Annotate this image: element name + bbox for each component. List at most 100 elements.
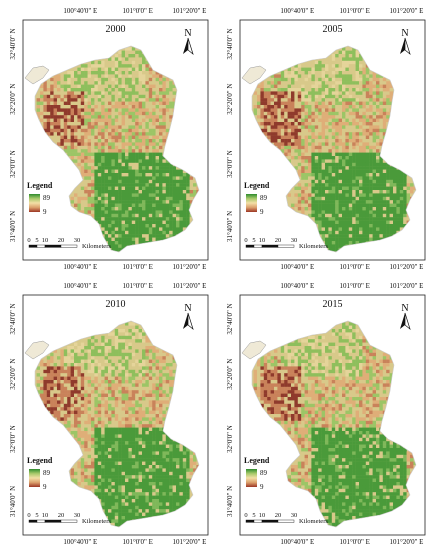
top-longitude-label: 100°40'0" E bbox=[280, 7, 314, 15]
scale-tick-label: 30 bbox=[74, 512, 81, 519]
right-latitude-label: 32°0'0" N bbox=[431, 150, 433, 178]
bottom-longitude-label: 101°20'0" E bbox=[390, 538, 424, 546]
bottom-longitude-label: 101°20'0" E bbox=[173, 263, 207, 271]
scale-unit-label: Kilometers bbox=[82, 243, 111, 250]
right-latitude-label: 32°20'0" N bbox=[214, 84, 216, 115]
right-latitude-label: 31°40'0" N bbox=[214, 211, 216, 242]
top-longitude-label: 101°20'0" E bbox=[173, 282, 207, 290]
map-panel-2000: 100°40'0" E 101°0'0" E 101°20'0" E 100°40'0… bbox=[0, 0, 216, 275]
vegetation-raster bbox=[35, 321, 199, 527]
scale-tick-label: 20 bbox=[58, 237, 65, 244]
left-latitude-label: 32°40'0" N bbox=[9, 303, 17, 334]
region-boundary bbox=[251, 320, 417, 528]
islet-shape bbox=[241, 65, 267, 85]
scale-tick-label: 10 bbox=[259, 237, 266, 244]
legend-max-label: 89 bbox=[43, 469, 51, 477]
bottom-longitude-label: 101°20'0" E bbox=[173, 538, 207, 546]
scale-tick-label: 30 bbox=[291, 512, 298, 519]
right-latitude-label: 32°40'0" N bbox=[431, 303, 433, 334]
scale-tick-label: 10 bbox=[42, 237, 49, 244]
bottom-longitude-label: 101°0'0" E bbox=[122, 263, 152, 271]
region-boundary bbox=[34, 45, 200, 253]
right-latitude-label: 31°40'0" N bbox=[431, 486, 433, 517]
left-latitude-label: 32°0'0" N bbox=[9, 150, 17, 178]
left-latitude-label: 32°20'0" N bbox=[226, 84, 234, 115]
left-latitude-label: 31°40'0" N bbox=[9, 486, 17, 517]
legend-title: Legend bbox=[27, 181, 53, 190]
left-latitude-label: 32°40'0" N bbox=[226, 303, 234, 334]
left-latitude-label: 32°0'0" N bbox=[226, 150, 234, 178]
left-latitude-label: 32°0'0" N bbox=[9, 425, 17, 453]
north-arrow-icon bbox=[400, 312, 411, 330]
legend-max-label: 89 bbox=[43, 194, 51, 202]
left-latitude-label: 32°40'0" N bbox=[226, 28, 234, 59]
left-latitude-label: 32°20'0" N bbox=[226, 359, 234, 390]
right-latitude-label: 32°0'0" N bbox=[214, 150, 216, 178]
right-latitude-label: 32°20'0" N bbox=[431, 84, 433, 115]
region-boundary bbox=[34, 320, 200, 528]
map-panel-2015: 100°40'0" E 101°0'0" E 101°20'0" E 100°40'0… bbox=[217, 275, 433, 550]
scale-tick-label: 0 bbox=[244, 512, 247, 519]
right-latitude-label: 31°40'0" N bbox=[214, 486, 216, 517]
vegetation-raster bbox=[252, 46, 416, 252]
right-latitude-label: 32°40'0" N bbox=[214, 28, 216, 59]
legend-max-label: 89 bbox=[260, 469, 268, 477]
north-label: N bbox=[401, 28, 408, 39]
legend: Legend 89 9 bbox=[244, 181, 270, 216]
scale-tick-label: 30 bbox=[291, 237, 298, 244]
legend-color-ramp bbox=[29, 469, 40, 487]
north-label: N bbox=[184, 28, 191, 39]
top-longitude-label: 101°0'0" E bbox=[122, 7, 152, 15]
top-longitude-label: 101°20'0" E bbox=[390, 7, 424, 15]
legend-title: Legend bbox=[244, 456, 270, 465]
right-latitude-label: 32°0'0" N bbox=[214, 425, 216, 453]
north-arrow-icon bbox=[400, 37, 411, 55]
panel-year-title: 2010 bbox=[106, 299, 126, 310]
legend-min-label: 9 bbox=[260, 208, 264, 216]
legend: Legend 89 9 bbox=[244, 456, 270, 491]
scale-tick-label: 10 bbox=[42, 512, 49, 519]
scale-tick-label: 5 bbox=[35, 512, 38, 519]
top-longitude-label: 101°0'0" E bbox=[339, 7, 369, 15]
right-latitude-label: 32°20'0" N bbox=[431, 359, 433, 390]
top-longitude-label: 101°20'0" E bbox=[390, 282, 424, 290]
scale-tick-label: 20 bbox=[58, 512, 65, 519]
bottom-longitude-label: 101°0'0" E bbox=[339, 538, 369, 546]
top-longitude-label: 101°0'0" E bbox=[122, 282, 152, 290]
scale-tick-label: 5 bbox=[35, 237, 38, 244]
panel-year-title: 2000 bbox=[106, 24, 126, 35]
vegetation-raster bbox=[35, 46, 199, 252]
bottom-longitude-label: 100°40'0" E bbox=[63, 263, 97, 271]
vegetation-raster bbox=[252, 321, 416, 527]
bottom-longitude-label: 100°40'0" E bbox=[63, 538, 97, 546]
north-arrow-icon bbox=[183, 312, 194, 330]
bottom-longitude-label: 101°20'0" E bbox=[390, 263, 424, 271]
panel-year-title: 2005 bbox=[323, 24, 343, 35]
islet-shape bbox=[241, 340, 267, 360]
north-label: N bbox=[184, 303, 191, 314]
north-arrow-icon bbox=[183, 37, 194, 55]
islet-shape bbox=[24, 65, 50, 85]
scale-unit-label: Kilometers bbox=[82, 518, 111, 525]
left-latitude-label: 31°40'0" N bbox=[226, 211, 234, 242]
scale-tick-label: 0 bbox=[27, 237, 30, 244]
left-latitude-label: 31°40'0" N bbox=[226, 486, 234, 517]
scale-unit-label: Kilometers bbox=[299, 243, 328, 250]
north-label: N bbox=[401, 303, 408, 314]
legend-min-label: 9 bbox=[43, 483, 47, 491]
legend-color-ramp bbox=[246, 194, 257, 212]
right-latitude-label: 32°0'0" N bbox=[431, 425, 433, 453]
scale-unit-label: Kilometers bbox=[299, 518, 328, 525]
scale-tick-label: 10 bbox=[259, 512, 266, 519]
legend: Legend 89 9 bbox=[27, 456, 53, 491]
top-longitude-label: 100°40'0" E bbox=[280, 282, 314, 290]
legend-title: Legend bbox=[244, 181, 270, 190]
bottom-longitude-label: 101°0'0" E bbox=[122, 538, 152, 546]
bottom-longitude-label: 101°0'0" E bbox=[339, 263, 369, 271]
islet-shape bbox=[24, 340, 50, 360]
scale-tick-label: 5 bbox=[252, 512, 255, 519]
